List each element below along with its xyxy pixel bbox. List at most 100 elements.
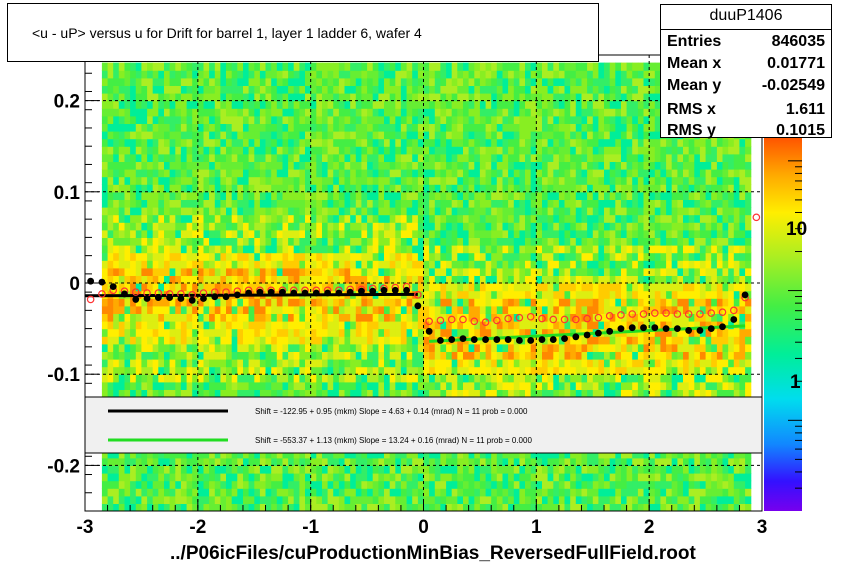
heatmap-cell: [226, 123, 233, 132]
heatmap-cell: [316, 495, 323, 504]
heatmap-cell: [305, 93, 312, 102]
heatmap-cell: [542, 108, 549, 117]
heatmap-cell: [355, 62, 362, 71]
heatmap-cell: [502, 199, 509, 208]
heatmap-cell: [496, 290, 503, 299]
heatmap-cell: [440, 108, 447, 117]
heatmap-cell: [107, 184, 114, 193]
heatmap-cell: [276, 214, 283, 223]
heatmap-cell: [288, 153, 295, 162]
heatmap-cell: [542, 199, 549, 208]
heatmap-cell: [474, 495, 481, 504]
heatmap-cell: [384, 298, 391, 307]
heatmap-cell: [434, 245, 441, 254]
heatmap-cell: [468, 100, 475, 109]
heatmap-cell: [536, 161, 543, 170]
heatmap-cell: [254, 222, 261, 231]
heatmap-cell: [451, 321, 458, 330]
heatmap-cell: [248, 321, 255, 330]
heatmap-cell: [276, 146, 283, 155]
heatmap-cell: [395, 366, 402, 375]
heatmap-cell: [553, 214, 560, 223]
heatmap-cell: [474, 275, 481, 284]
heatmap-cell: [502, 359, 509, 368]
heatmap-cell: [118, 389, 125, 398]
heatmap-cell: [220, 138, 227, 147]
heatmap-cell: [124, 115, 131, 124]
heatmap-cell: [570, 450, 577, 459]
heatmap-cell: [288, 207, 295, 216]
heatmap-cell: [417, 275, 425, 284]
heatmap-cell: [158, 321, 165, 330]
heatmap-cell: [344, 457, 351, 466]
heatmap-cell: [536, 366, 543, 375]
heatmap-cell: [197, 450, 204, 459]
heatmap-cell: [485, 503, 492, 511]
heatmap-cell: [417, 473, 425, 482]
heatmap-cell: [338, 313, 346, 322]
heatmap-cell: [508, 153, 515, 162]
heatmap-cell: [124, 275, 131, 284]
heatmap-cell: [338, 343, 346, 352]
heatmap-cell: [175, 153, 182, 162]
heatmap-cell: [519, 115, 526, 124]
heatmap-cell: [130, 93, 137, 102]
heatmap-cell: [305, 131, 312, 140]
heatmap-cell: [220, 77, 227, 86]
heatmap-cell: [558, 450, 566, 459]
heatmap-cell: [570, 336, 577, 345]
heatmap-cell: [468, 305, 475, 314]
heatmap-cell: [406, 313, 413, 322]
heatmap-cell: [243, 123, 250, 132]
heatmap-cell: [203, 245, 210, 254]
heatmap-cell: [147, 351, 154, 360]
heatmap-cell: [124, 465, 131, 474]
heatmap-cell: [412, 115, 419, 124]
heatmap-cell: [164, 450, 171, 459]
heatmap-cell: [338, 321, 346, 330]
heatmap-cell: [361, 328, 368, 337]
heatmap-cell: [372, 267, 379, 276]
heatmap-cell: [378, 275, 385, 284]
heatmap-cell: [513, 495, 520, 504]
heatmap-cell: [367, 77, 374, 86]
heatmap-cell: [310, 70, 317, 79]
heatmap-cell: [248, 275, 255, 284]
heatmap-cell: [305, 169, 312, 178]
heatmap-cell: [333, 115, 340, 124]
heatmap-cell: [186, 108, 193, 117]
heatmap-cell: [101, 93, 109, 102]
heatmap-cell: [338, 169, 346, 178]
heatmap-cell: [400, 207, 408, 216]
heatmap-cell: [175, 381, 182, 390]
heatmap-cell: [412, 146, 419, 155]
heatmap-cell: [406, 93, 413, 102]
heatmap-cell: [389, 100, 396, 109]
heatmap-cell: [113, 389, 120, 398]
heatmap-cell: [180, 336, 188, 345]
heatmap-cell: [101, 85, 109, 94]
heatmap-cell: [547, 290, 554, 299]
heatmap-cell: [243, 131, 250, 140]
heatmap-cell: [519, 321, 526, 330]
heatmap-cell: [186, 138, 193, 147]
heatmap-cell: [547, 191, 554, 200]
heatmap-cell: [316, 359, 323, 368]
heatmap-cell: [519, 343, 526, 352]
heatmap-cell: [113, 222, 120, 231]
heatmap-cell: [316, 153, 323, 162]
heatmap-cell: [344, 169, 351, 178]
heatmap-cell: [355, 214, 362, 223]
heatmap-cell: [231, 146, 238, 155]
heatmap-cell: [361, 336, 368, 345]
heatmap-cell: [152, 70, 159, 79]
heatmap-cell: [271, 85, 278, 94]
heatmap-cell: [288, 351, 295, 360]
heatmap-cell: [333, 260, 340, 269]
heatmap-cell: [299, 321, 306, 330]
heatmap-cell: [203, 321, 210, 330]
heatmap-cell: [293, 305, 300, 314]
heatmap-cell: [429, 488, 436, 497]
heatmap-cell: [124, 336, 131, 345]
heatmap-cell: [118, 100, 125, 109]
